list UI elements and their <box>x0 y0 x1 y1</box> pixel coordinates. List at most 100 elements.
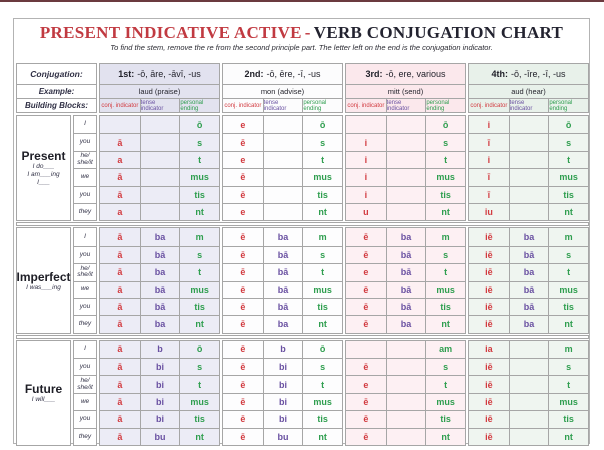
cell-tense-indicator: bā <box>262 297 303 316</box>
conjugation-group-3: ō i s i t i mus i tis u nt <box>345 115 466 222</box>
cell-personal-ending: s <box>548 133 588 151</box>
cell-personal-ending: mus <box>302 280 342 298</box>
tense-label-cell: Present I do___ I am___ing I___ <box>16 115 71 222</box>
building-blocks-row-label: Building Blocks: <box>17 98 96 112</box>
conjugation-group-3: am ē s e t ē mus ē tis ē nt <box>345 339 466 447</box>
person-label: you <box>74 185 96 203</box>
tense-hint: I will___ <box>31 395 56 403</box>
cell-tense-indicator: bā <box>508 245 549 264</box>
cell-personal-ending: t <box>548 375 588 393</box>
cell-conj-indicator: i <box>346 133 386 150</box>
cell-conj-indicator: iē <box>469 427 509 445</box>
cell-conj-indicator: ē <box>346 245 386 263</box>
cell-conj-indicator: i <box>469 150 509 168</box>
cell-conj-indicator: ī <box>469 185 509 203</box>
cell-personal-ending: s <box>425 358 465 376</box>
person-label: he/ she/it <box>74 263 96 280</box>
cell-personal-ending: m <box>548 228 588 246</box>
cell-tense-indicator <box>508 116 549 134</box>
cell-personal-ending: mus <box>179 280 219 298</box>
cell-conj-indicator: iē <box>469 280 509 298</box>
cell-conj-indicator: iē <box>469 263 509 280</box>
cell-personal-ending: s <box>425 245 465 264</box>
cell-tense-indicator: bā <box>262 263 303 281</box>
cell-tense-indicator <box>385 202 426 221</box>
conjugation-group-2: ē b ō ē bi s ē bi t ē bi mus ē bi tis ē bu nt <box>222 339 343 447</box>
cell-tense-indicator <box>262 116 303 134</box>
cell-personal-ending: m <box>548 340 588 359</box>
conjugation-endings: -ō, āre, -āvī, -us <box>137 69 201 79</box>
tense-name: Imperfect <box>16 269 71 284</box>
cell-conj-indicator: ē <box>346 297 386 315</box>
cell-personal-ending: mus <box>179 392 219 411</box>
building-block-label-2: personal ending <box>425 99 465 112</box>
building-blocks-row: conj. indicator tense indicator personal e… <box>223 98 342 112</box>
person-label: I <box>84 345 86 353</box>
cell-tense-indicator <box>508 185 549 203</box>
cell-personal-ending: tis <box>179 410 219 428</box>
cell-tense-indicator: bā <box>385 280 426 298</box>
cell-tense-indicator <box>508 133 549 151</box>
cell-tense-indicator <box>508 150 549 169</box>
cell-personal-ending: s <box>548 245 588 264</box>
cell-conj-indicator: ē <box>346 392 386 410</box>
building-block-label-0: conj. indicator <box>347 102 385 109</box>
building-block-label-1: tense indicator <box>139 99 180 112</box>
cell-tense-indicator <box>508 358 549 376</box>
tense-name: Future <box>24 381 63 396</box>
person-label: we <box>74 168 96 185</box>
cell-tense-indicator: ba <box>139 263 180 281</box>
cell-conj-indicator: iē <box>469 315 509 332</box>
cell-personal-ending: s <box>179 245 219 264</box>
cell-personal-ending: s <box>302 245 342 264</box>
cell-tense-indicator <box>385 340 426 359</box>
conjugation-header-group-1: 1st: -ō, āre, -āvī, -us laud (praise) conj.… <box>99 63 220 113</box>
cell-conj-indicator: ē <box>223 375 263 392</box>
cell-personal-ending: ō <box>302 116 342 134</box>
cell-tense-indicator: bi <box>139 392 180 411</box>
building-blocks-row: conj. indicator tense indicator personal e… <box>100 98 219 112</box>
example-verb: laud (praise) <box>100 84 219 98</box>
person-label: he/ she/it <box>74 375 96 392</box>
cell-conj-indicator: iē <box>469 392 509 410</box>
cell-personal-ending: s <box>425 133 465 151</box>
cell-conj-indicator: ā <box>100 133 140 150</box>
cell-tense-indicator <box>262 168 303 186</box>
cell-tense-indicator <box>139 150 180 169</box>
cell-personal-ending: nt <box>179 427 219 446</box>
cell-conj-indicator: u <box>346 202 386 220</box>
cell-tense-indicator <box>385 150 426 169</box>
cell-conj-indicator: ē <box>223 427 263 445</box>
tense-label-cell: Imperfect I was___ing <box>16 227 71 334</box>
cell-personal-ending: t <box>179 263 219 281</box>
cell-personal-ending: t <box>302 150 342 169</box>
cell-personal-ending: tis <box>548 297 588 316</box>
cell-tense-indicator: ba <box>139 228 180 246</box>
tense-separator <box>16 334 589 339</box>
cell-conj-indicator: ē <box>223 358 263 375</box>
conjugation-number: 3rd: <box>365 69 383 79</box>
building-block-label-1: tense indicator <box>508 99 549 112</box>
cell-personal-ending: s <box>179 133 219 151</box>
building-block-label-1: tense indicator <box>385 99 426 112</box>
chart-title: PRESENT INDICATIVE ACTIVE - VERB CONJUGATI… <box>14 24 589 42</box>
cell-tense-indicator: ba <box>262 315 303 333</box>
cell-conj-indicator: ē <box>346 427 386 445</box>
cell-tense-indicator: b <box>262 340 303 359</box>
cell-tense-indicator <box>385 168 426 186</box>
cell-conj-indicator: ā <box>117 232 123 243</box>
conjugation-group-2: e ō ē s e t ē mus ē tis e nt <box>222 115 343 222</box>
cell-personal-ending: tis <box>179 297 219 316</box>
cell-personal-ending: nt <box>548 202 588 221</box>
cell-conj-indicator: ē <box>223 133 263 150</box>
cell-tense-indicator: bā <box>139 245 180 264</box>
building-blocks-row: conj. indicator tense indicator personal e… <box>469 98 588 112</box>
cell-tense-indicator <box>385 375 426 393</box>
conjugation-title: 4th: -ō, -īre, -ī, -us <box>469 64 588 84</box>
cell-conj-indicator: ē <box>223 297 263 315</box>
